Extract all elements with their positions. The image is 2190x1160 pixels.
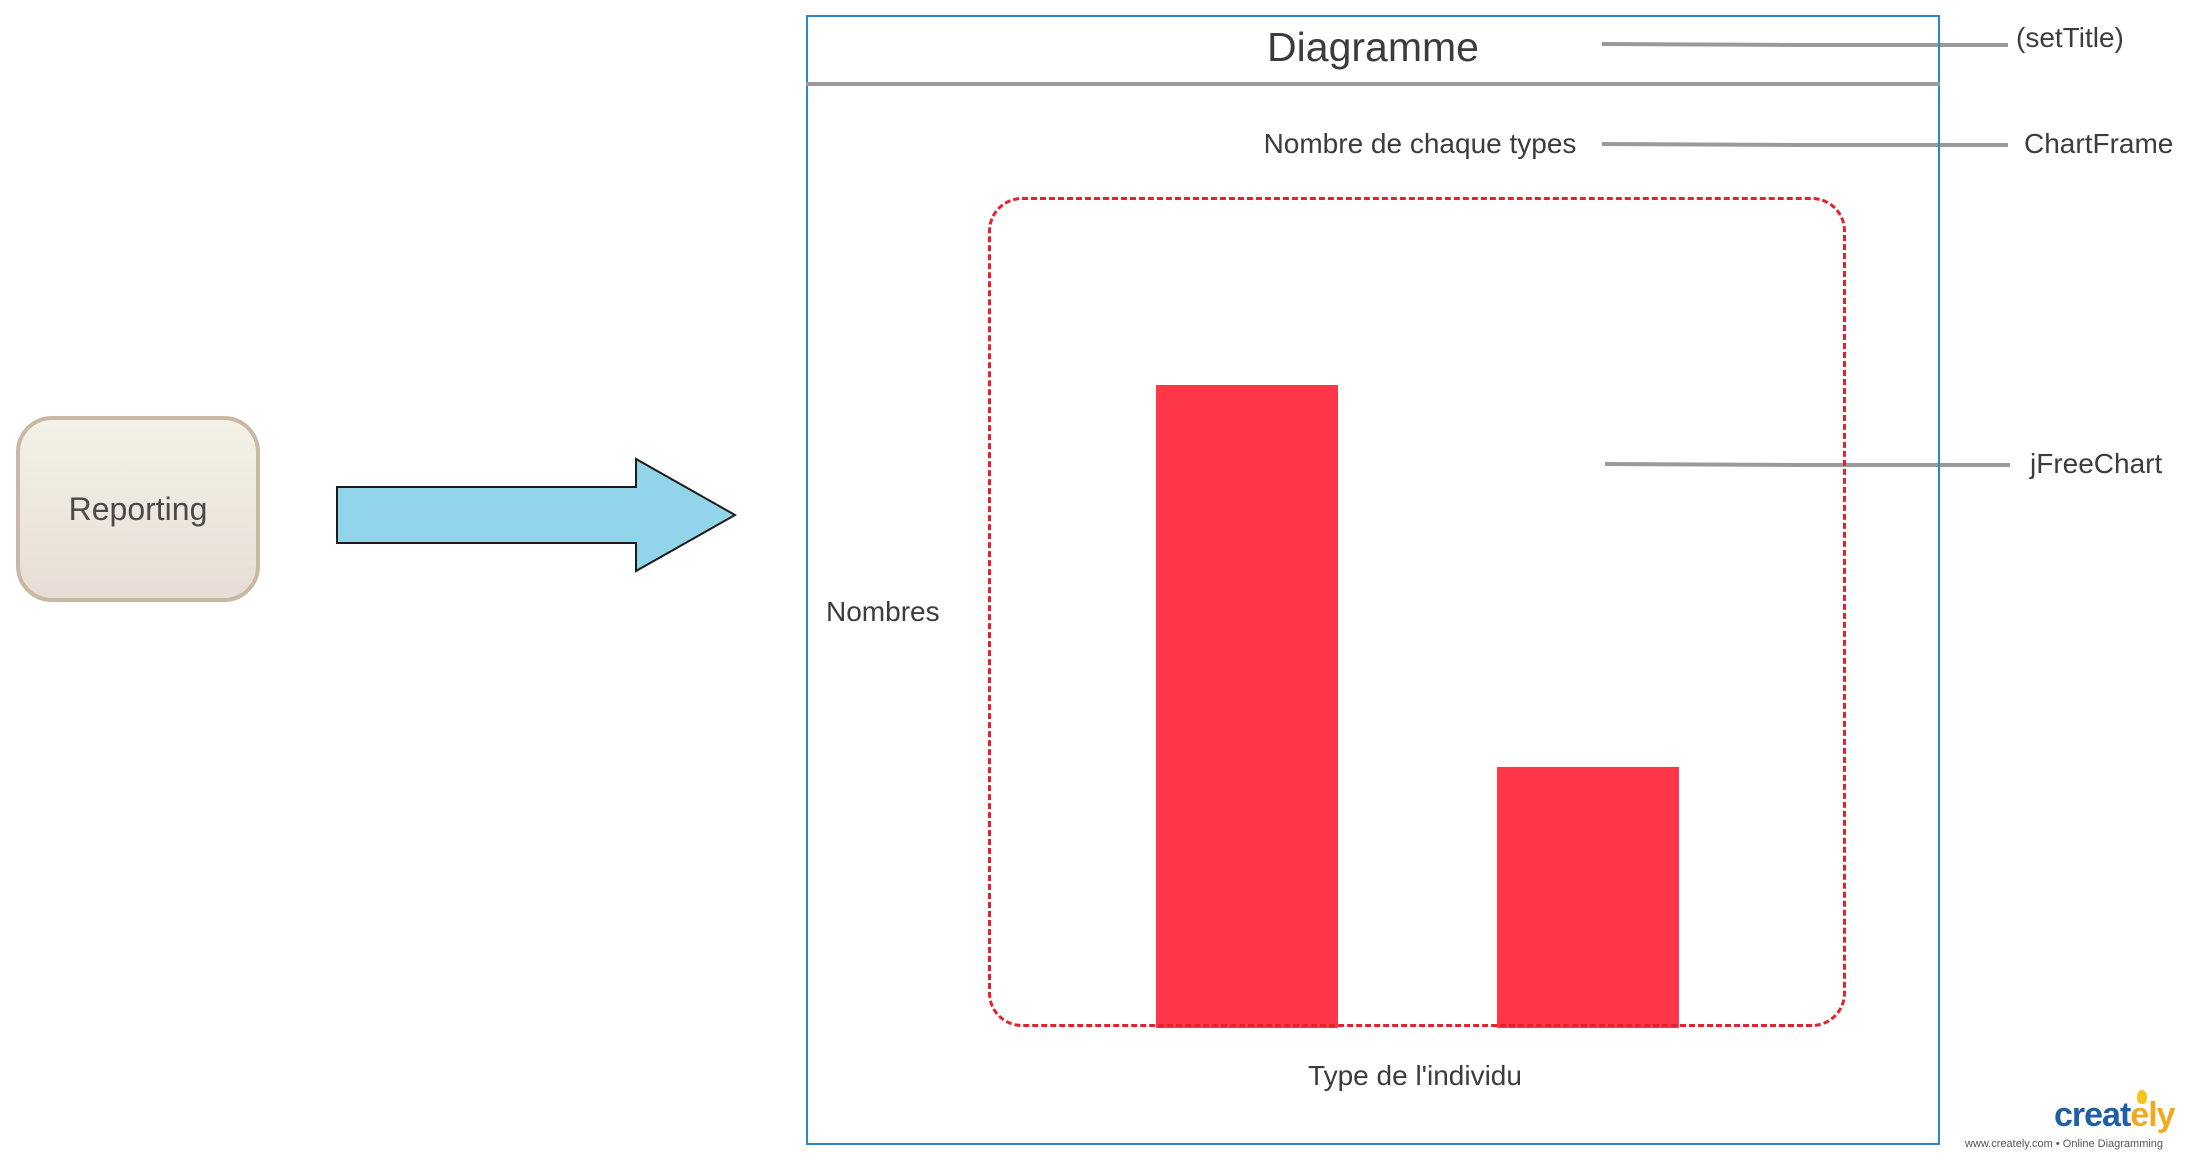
callout-jfreechart: jFreeChart	[2030, 448, 2163, 479]
creately-tagline: www.creately.com • Online Diagramming	[1965, 1138, 2164, 1150]
right-arrow	[336, 457, 738, 573]
jfreechart-region	[988, 197, 1846, 1027]
creately-logo: creately	[2054, 1096, 2176, 1134]
reporting-label: Reporting	[68, 490, 208, 527]
reporting-box: Reporting	[16, 416, 260, 602]
callout-settitle: (setTitle)	[2016, 22, 2124, 53]
x-axis-label: Type de l'individu	[1308, 1060, 1522, 1091]
connector-jfreechart	[1604, 462, 2010, 467]
bulb-icon	[2137, 1090, 2147, 1104]
frame-title: Diagramme	[1267, 24, 1479, 70]
bar-1	[1156, 385, 1338, 1028]
chart-subtitle: Nombre de chaque types	[1263, 128, 1577, 159]
chart-frame	[806, 15, 1940, 1145]
callout-chartframe: ChartFrame	[2024, 128, 2174, 159]
y-axis-label: Nombres	[826, 596, 940, 627]
bar-2	[1497, 766, 1679, 1028]
frame-title-divider	[806, 82, 1940, 86]
